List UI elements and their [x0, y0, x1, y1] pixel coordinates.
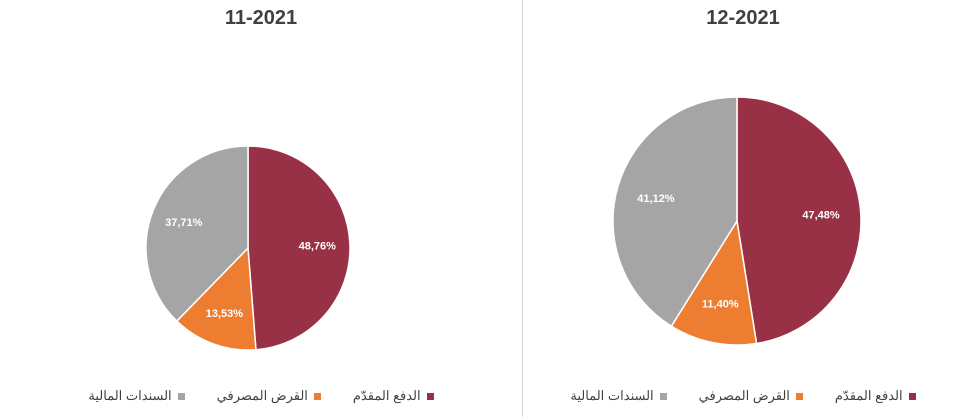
- data-label: 13,53%: [206, 308, 244, 320]
- legend-swatch: [426, 392, 434, 400]
- legend-label: الدفع المقدّم: [834, 388, 903, 403]
- slice-bank-loan: [670, 218, 758, 346]
- legend-item-bonds: السندات المالية: [88, 388, 185, 404]
- legend-item-advance-payment: الدفع المقدّم: [835, 388, 916, 404]
- slice-advance-payment: [247, 145, 351, 351]
- legend-label: القرض المصرفي: [216, 388, 308, 403]
- slice-bank-loan: [175, 246, 257, 351]
- legend-label: الدفع المقدّم: [352, 388, 421, 403]
- chart-title: 11-2021: [224, 7, 298, 29]
- legend-label: السندات المالية: [570, 388, 654, 403]
- legend-item-bonds: السندات المالية: [570, 388, 667, 404]
- data-label: 47,48%: [802, 209, 840, 221]
- data-label: 37,71%: [165, 217, 203, 229]
- legend-item-bank-loan: القرض المصرفي: [217, 388, 321, 404]
- legend-swatch: [313, 392, 321, 400]
- legend-item-advance-payment: الدفع المقدّم: [353, 388, 434, 404]
- legend-label: السندات المالية: [88, 388, 172, 403]
- legend: الدفع المقدّم القرض المصرفي السندات الما…: [0, 388, 522, 404]
- legend-item-bank-loan: القرض المصرفي: [699, 388, 803, 404]
- legend-swatch: [177, 392, 185, 400]
- slice-bonds: [145, 145, 249, 323]
- legend-label: القرض المصرفي: [698, 388, 790, 403]
- data-label: 48,76%: [299, 240, 337, 252]
- legend-swatch: [659, 392, 667, 400]
- pie-chart: 47,48% 11,40% 41,12%: [612, 96, 862, 346]
- panel-divider: [522, 0, 523, 417]
- data-label: 11,40%: [702, 299, 739, 311]
- pie-chart: 48,76% 13,53% 37,71%: [145, 145, 351, 351]
- slice-advance-payment: [736, 96, 862, 345]
- legend: الدفع المقدّم القرض المصرفي السندات الما…: [523, 388, 963, 404]
- chart-panel-nov-2021: 11-2021 48,76% 13,53% 37,71% الدفع المقدّم…: [0, 7, 522, 404]
- data-label: 41,12%: [637, 193, 675, 205]
- legend-swatch: [908, 392, 916, 400]
- legend-swatch: [795, 392, 803, 400]
- slice-bonds: [612, 96, 738, 328]
- chart-title: 12-2021: [706, 7, 780, 29]
- chart-panel-dec-2021: 12-2021 47,48% 11,40% 41,12% الدفع المقدّم…: [523, 0, 963, 417]
